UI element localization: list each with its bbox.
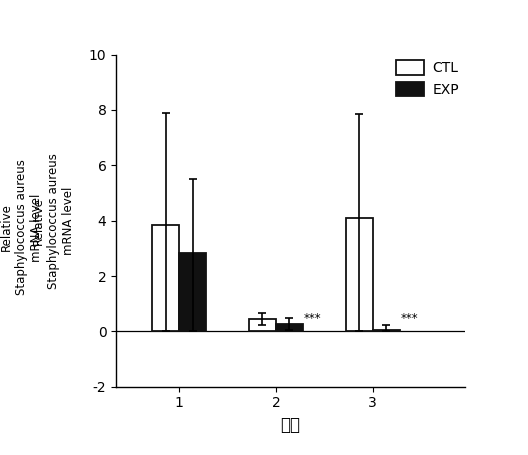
Bar — [346, 218, 373, 331]
Text: Relative
Staphylococcus aureus
mRNA level: Relative Staphylococcus aureus mRNA leve… — [0, 160, 43, 295]
Legend: CTL, EXP: CTL, EXP — [391, 55, 465, 102]
X-axis label: 회차: 회차 — [280, 416, 300, 434]
Bar — [152, 225, 179, 331]
Bar — [249, 319, 276, 331]
Text: Relative
Staphylococcus aureus
mRNA level: Relative Staphylococcus aureus mRNA leve… — [32, 153, 75, 288]
Bar — [276, 324, 303, 331]
Bar — [373, 330, 400, 331]
Text: ***: *** — [304, 312, 322, 324]
Bar — [179, 253, 206, 331]
Text: ***: *** — [401, 312, 418, 324]
